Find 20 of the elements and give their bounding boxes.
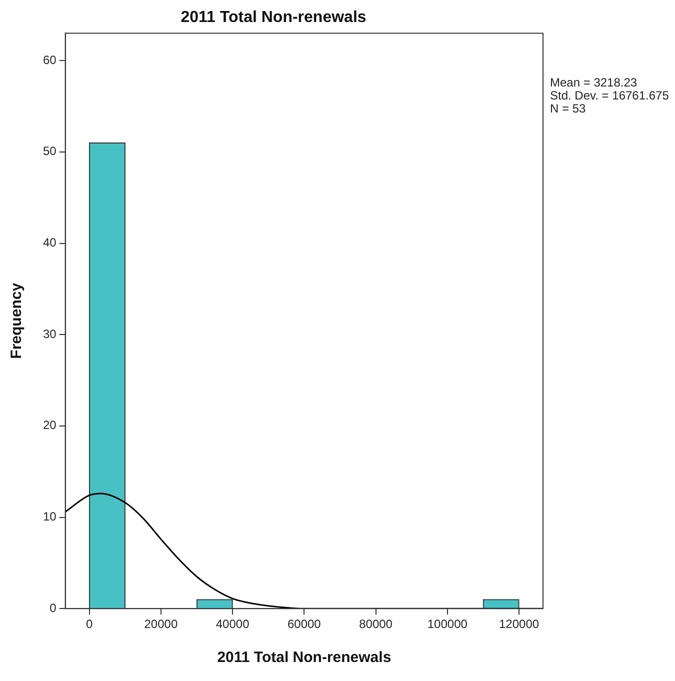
- x-tick-label: 20000: [144, 617, 178, 632]
- text: Std. Dev. = 16761.675: [550, 88, 670, 103]
- x-tick-label: 100000: [427, 617, 468, 632]
- y-tick-label: 50: [42, 144, 57, 158]
- chart-title: 2011 Total Non-renewals: [180, 9, 366, 26]
- y-tick-label: 10: [42, 510, 57, 524]
- y-tick-label: 40: [42, 236, 57, 250]
- x-tick-label: 80000: [359, 617, 393, 632]
- x-tick-label: 120000: [498, 617, 540, 632]
- y-tick-label: 0: [50, 600, 57, 615]
- y-tick-label: 20: [42, 418, 57, 432]
- x-tick-label: 40000: [216, 617, 250, 632]
- y-axis-title: Frequency: [8, 282, 26, 359]
- text: N = 53: [550, 102, 586, 116]
- y-tick-label: 60: [42, 52, 57, 67]
- x-axis-title: 2011 Total Non-renewals: [217, 649, 392, 666]
- x-tick-label: 60000: [287, 617, 322, 632]
- y-tick-label: 30: [42, 326, 57, 341]
- text: Mean = 3218.23: [550, 76, 638, 90]
- x-tick-label: 0: [86, 617, 93, 632]
